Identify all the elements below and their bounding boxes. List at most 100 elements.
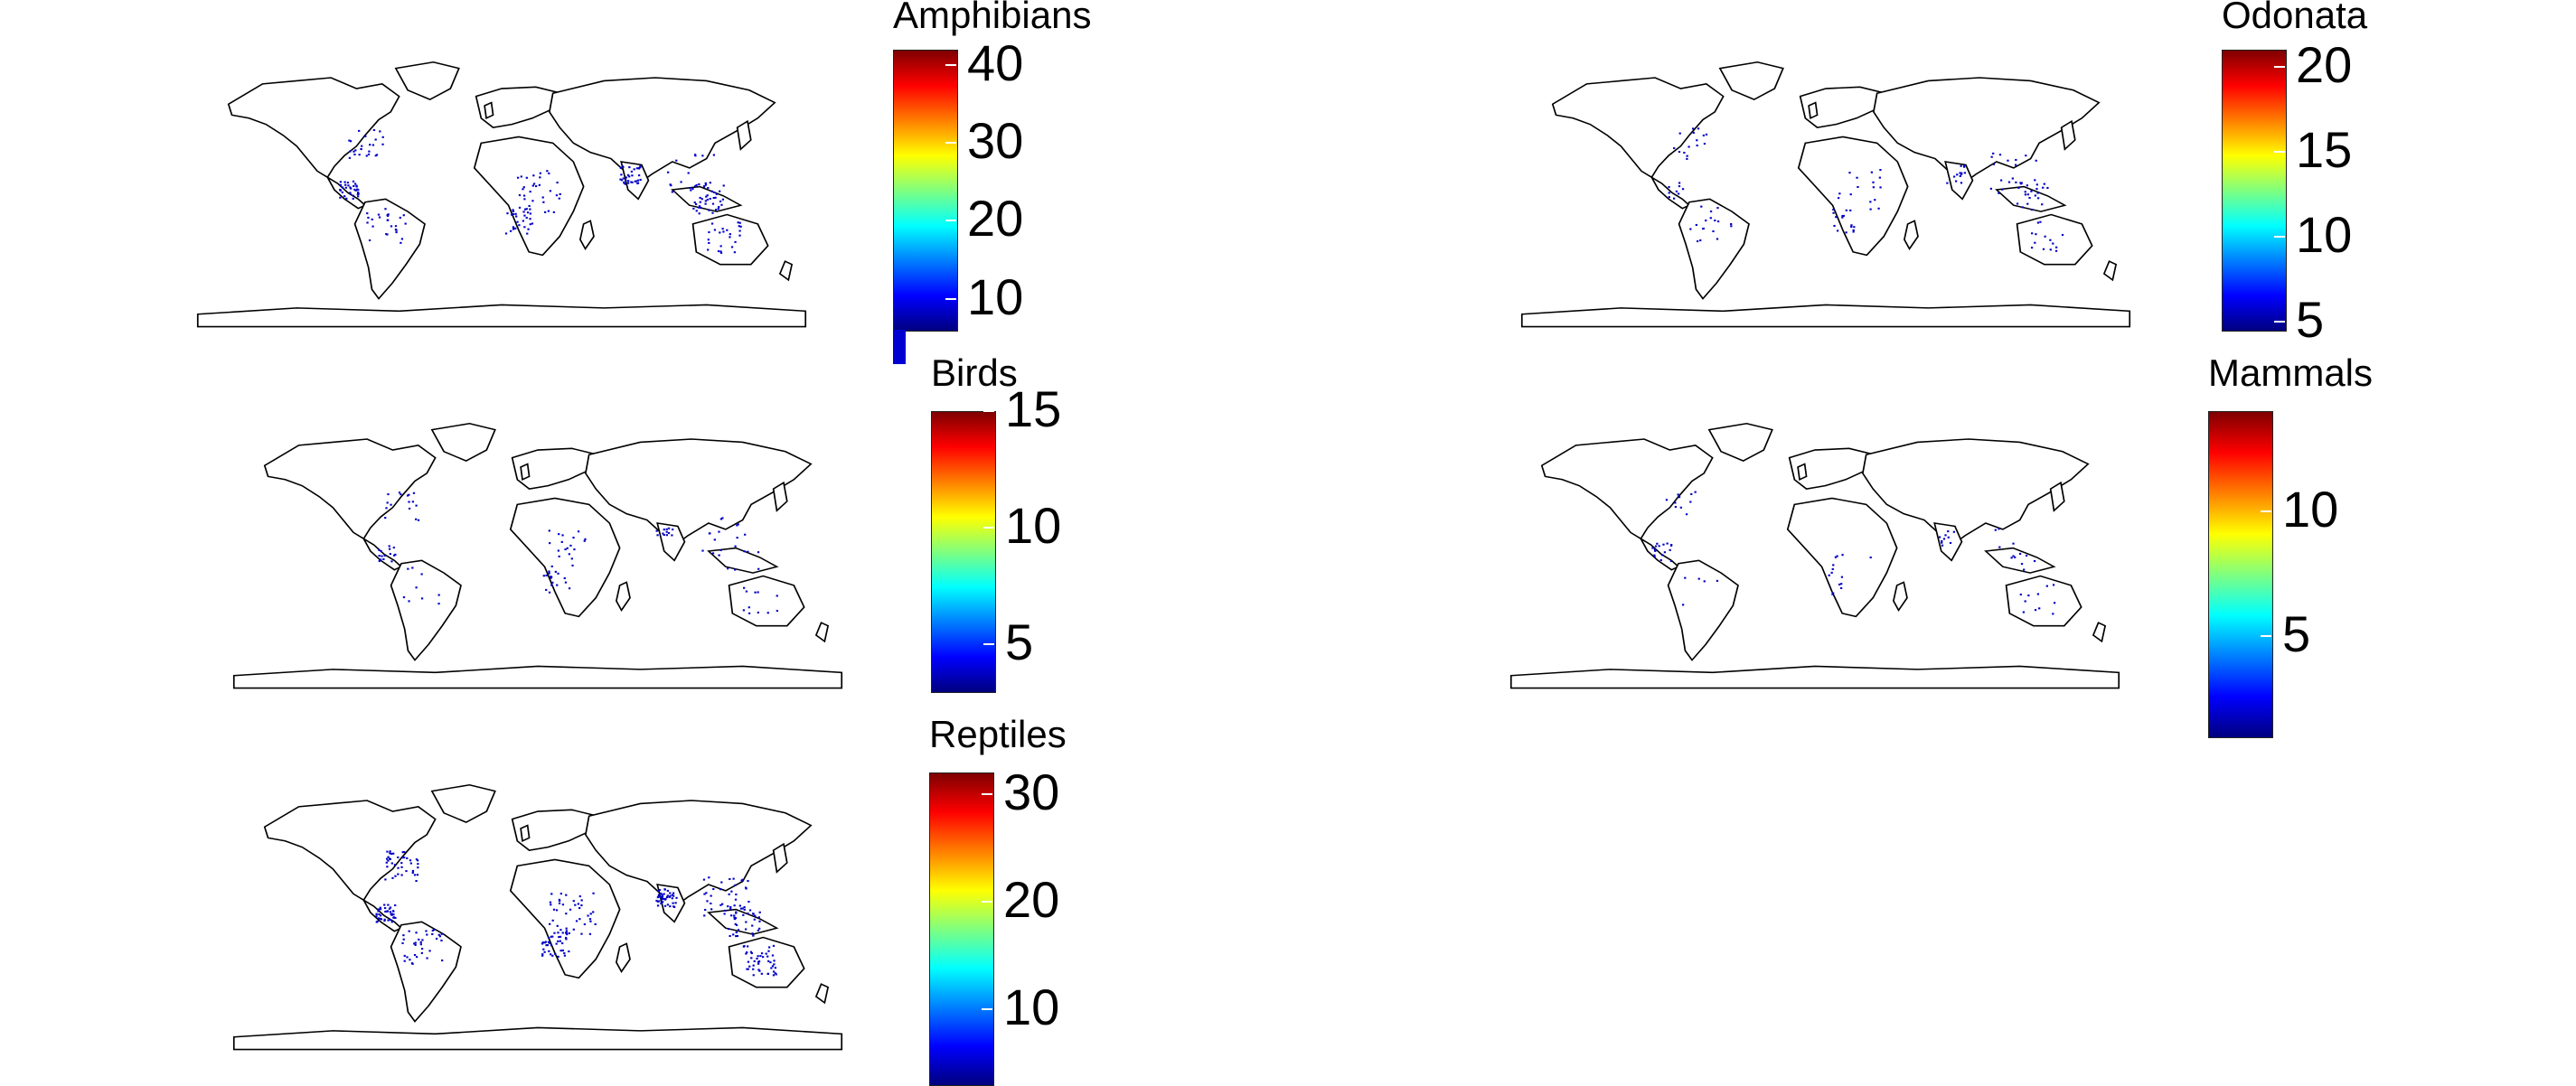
richness-point xyxy=(1872,181,1875,183)
world-map-birds xyxy=(230,411,845,691)
richness-point xyxy=(383,918,386,921)
richness-point xyxy=(551,935,554,938)
richness-point xyxy=(1832,211,1835,214)
colorbar-tick xyxy=(983,527,994,529)
coastline xyxy=(707,547,779,574)
richness-point xyxy=(349,192,352,195)
coastline xyxy=(430,422,496,462)
richness-point xyxy=(559,950,562,952)
richness-point xyxy=(1712,229,1715,233)
richness-point xyxy=(563,952,566,955)
richness-point xyxy=(774,972,776,975)
richness-point xyxy=(353,184,355,187)
richness-point xyxy=(660,902,663,905)
colorbar-tick-label: 10 xyxy=(2282,480,2339,538)
richness-point xyxy=(655,529,658,532)
richness-point xyxy=(663,893,665,895)
richness-point xyxy=(564,581,568,584)
richness-point xyxy=(722,230,725,233)
richness-point xyxy=(1947,530,1950,533)
richness-point xyxy=(671,897,673,900)
richness-point xyxy=(1673,147,1676,150)
richness-point xyxy=(669,905,672,908)
richness-point xyxy=(2049,239,2052,241)
richness-point xyxy=(360,148,362,151)
richness-point xyxy=(341,186,344,189)
richness-point xyxy=(594,922,597,926)
richness-point xyxy=(409,859,412,862)
richness-point xyxy=(2049,248,2052,251)
richness-point xyxy=(721,517,724,520)
richness-point xyxy=(730,246,734,248)
richness-point xyxy=(392,916,395,919)
richness-point xyxy=(2024,191,2026,193)
coastline xyxy=(1707,422,1773,462)
richness-point xyxy=(387,213,390,216)
richness-point xyxy=(698,206,700,209)
richness-point xyxy=(413,874,417,876)
richness-point xyxy=(2035,188,2038,191)
richness-point xyxy=(704,200,707,202)
richness-point xyxy=(626,182,630,184)
richness-point xyxy=(1658,545,1660,548)
antarctica xyxy=(232,665,843,689)
richness-point xyxy=(568,950,570,953)
richness-point xyxy=(743,906,746,909)
richness-point xyxy=(633,168,635,171)
richness-point xyxy=(667,171,670,173)
world-map-amphibians xyxy=(194,50,809,330)
richness-point xyxy=(402,934,405,937)
colorbar-tick-label: 10 xyxy=(1005,497,1062,555)
richness-point xyxy=(546,944,549,947)
richness-point xyxy=(411,501,415,503)
richness-point xyxy=(728,893,730,895)
richness-point xyxy=(639,178,642,182)
colorbar-tick-label: 10 xyxy=(1003,978,1060,1035)
richness-point xyxy=(555,194,559,197)
coastline xyxy=(1872,77,2101,188)
richness-point xyxy=(637,167,641,170)
richness-point xyxy=(408,493,410,496)
richness-point xyxy=(556,924,559,927)
richness-point xyxy=(375,154,379,156)
richness-point xyxy=(2024,193,2027,196)
richness-point xyxy=(656,900,659,903)
richness-point xyxy=(2020,563,2024,566)
richness-point xyxy=(539,176,541,179)
richness-point xyxy=(752,968,755,970)
richness-point xyxy=(440,932,443,935)
richness-point xyxy=(721,198,725,201)
richness-point xyxy=(745,590,748,593)
richness-point xyxy=(563,576,566,580)
richness-point xyxy=(380,558,382,561)
richness-point xyxy=(392,913,395,916)
richness-point xyxy=(767,946,771,949)
richness-point xyxy=(397,866,400,869)
richness-point xyxy=(748,909,752,912)
richness-point xyxy=(555,909,559,912)
richness-point xyxy=(665,528,668,530)
colorbar-tick-label: 20 xyxy=(967,190,1024,248)
richness-point xyxy=(2035,159,2037,162)
richness-point xyxy=(553,932,556,934)
richness-point xyxy=(389,553,391,556)
richness-point xyxy=(1963,165,1966,168)
richness-point xyxy=(635,167,639,170)
richness-point xyxy=(2007,181,2011,183)
richness-point xyxy=(2036,221,2040,224)
richness-point xyxy=(397,873,400,875)
richness-point xyxy=(542,201,545,203)
richness-point xyxy=(573,548,576,551)
richness-point xyxy=(733,251,737,254)
colorbar-tick xyxy=(2274,65,2285,68)
richness-point xyxy=(416,874,419,876)
richness-point xyxy=(522,186,525,189)
coastline xyxy=(584,438,813,549)
richness-point xyxy=(2046,186,2049,189)
richness-point xyxy=(1839,586,1843,590)
colorbar-tick-label: 10 xyxy=(2296,205,2353,263)
richness-point xyxy=(2044,235,2046,238)
richness-point xyxy=(426,933,428,936)
richness-point xyxy=(656,889,660,893)
richness-point xyxy=(1651,547,1654,549)
